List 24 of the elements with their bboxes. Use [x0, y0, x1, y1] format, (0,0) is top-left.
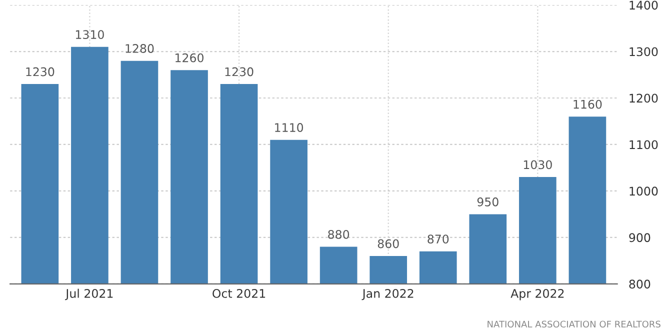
x-tick-label: Jul 2021 — [65, 288, 113, 300]
y-tick-label: 1000 — [630, 186, 658, 196]
data-label: 1110 — [275, 123, 304, 132]
data-label: 1280 — [126, 44, 154, 53]
data-label: 1160 — [574, 100, 602, 109]
y-tick-label: 1400 — [630, 0, 658, 10]
y-tick-label: 1200 — [630, 94, 658, 103]
x-tick-label: Apr 2022 — [510, 288, 564, 300]
data-label: 870 — [428, 234, 449, 244]
y-tick-label: 900 — [629, 233, 650, 242]
y-tick-label: 1100 — [630, 140, 658, 150]
data-label: 1030 — [524, 160, 552, 170]
data-label: 950 — [477, 197, 498, 206]
data-label: 1310 — [76, 30, 104, 40]
data-label: 1230 — [225, 67, 254, 76]
x-tick-label: Jan 2022 — [362, 288, 414, 300]
data-label: 1260 — [176, 53, 204, 62]
y-tick-label: 1300 — [630, 47, 658, 56]
x-tick-label: Oct 2021 — [212, 288, 266, 298]
data-label: 860 — [378, 239, 399, 248]
y-tick-label: 800 — [629, 280, 650, 289]
data-label: 880 — [328, 230, 350, 239]
text: NATIONAL ASSOCIATION OF REALTORS — [488, 320, 660, 328]
data-label: 1230 — [26, 67, 54, 76]
